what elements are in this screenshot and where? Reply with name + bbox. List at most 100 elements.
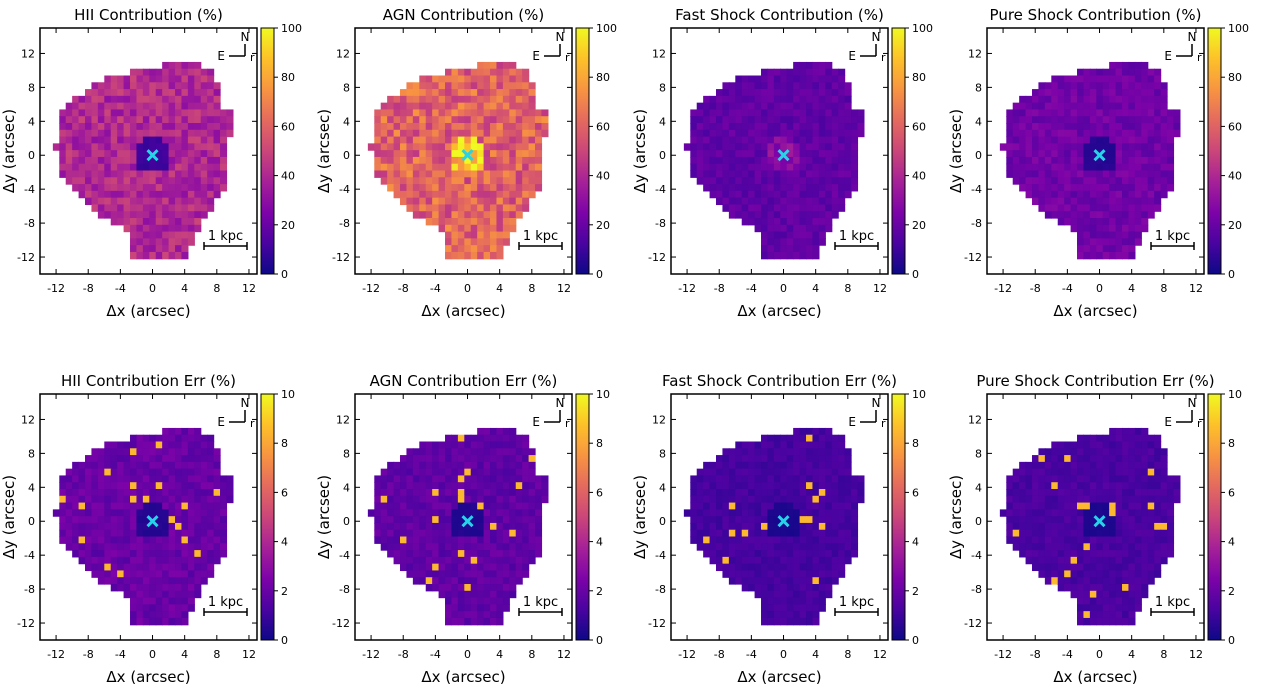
heatmap-cell [451, 584, 459, 592]
heatmap-cell [773, 468, 781, 477]
heatmap-cell [97, 570, 105, 578]
heatmap-cell [1089, 156, 1097, 165]
heatmap-cell [104, 170, 112, 178]
heatmap-pixels [999, 61, 1181, 260]
heatmap-cell [1070, 75, 1078, 83]
heatmap-cell [1102, 543, 1110, 551]
heatmap-cell [406, 163, 414, 172]
heatmap-cell [1038, 543, 1046, 551]
heatmap-cell [496, 529, 504, 538]
heatmap-cell [136, 245, 144, 253]
heatmap-cell [1077, 543, 1085, 551]
heatmap-cell [181, 577, 189, 585]
heatmap-cell [825, 211, 833, 219]
heatmap-cell [1044, 448, 1052, 456]
heatmap-cell [773, 556, 781, 565]
heatmap-cell [483, 529, 491, 538]
heatmap-cell [1096, 177, 1104, 185]
heatmap-cell [97, 150, 105, 158]
heatmap-cell [72, 475, 80, 483]
heatmap-cell [767, 190, 775, 199]
heatmap-cell [1025, 143, 1033, 151]
heatmap-cell [851, 150, 859, 158]
heatmap-cell [528, 550, 536, 558]
heatmap-cell [207, 123, 215, 131]
heatmap-cell [1160, 482, 1168, 490]
heatmap-cell [851, 156, 859, 165]
heatmap-cell [207, 156, 215, 165]
heatmap-cell [1109, 129, 1117, 138]
heatmap-cell [509, 529, 517, 538]
heatmap-cell [181, 468, 189, 477]
heatmap-cell [502, 211, 510, 219]
heatmap-cell [838, 102, 846, 111]
heatmap-cell [844, 475, 852, 483]
heatmap-cell [1167, 475, 1175, 483]
x-axis-label: Δx (arcsec) [737, 668, 821, 686]
heatmap-cell [522, 184, 530, 192]
heatmap-cell [1032, 136, 1040, 144]
heatmap-cell [522, 489, 530, 497]
heatmap-cell [1102, 184, 1110, 192]
heatmap-cell [722, 516, 730, 524]
heatmap-cell [1128, 251, 1136, 260]
heatmap-cell [528, 495, 536, 504]
heatmap-cell [117, 116, 125, 124]
heatmap-cell [85, 102, 93, 111]
heatmap-cell [786, 245, 794, 253]
heatmap-cell [432, 95, 440, 104]
heatmap-cell [1102, 68, 1110, 77]
heatmap-cell [851, 170, 859, 178]
heatmap-cell [406, 136, 414, 144]
heatmap-cell [194, 136, 202, 144]
heatmap-cell [432, 156, 440, 165]
heatmap-cell [97, 550, 105, 558]
heatmap-cell [754, 89, 762, 97]
heatmap-cell [85, 150, 93, 158]
heatmap-cell [477, 441, 485, 449]
heatmap-cell [1077, 536, 1085, 544]
heatmap-cell [1128, 231, 1136, 239]
heatmap-cell [831, 509, 839, 517]
heatmap-cell [470, 68, 478, 77]
heatmap-cell [799, 184, 807, 192]
heatmap-cell [425, 150, 433, 158]
heatmap-cell [464, 489, 472, 497]
heatmap-cell [142, 455, 150, 463]
heatmap-cell [1038, 461, 1046, 470]
heatmap-cell [181, 536, 189, 544]
heatmap-cell [200, 529, 208, 538]
heatmap-cell [1089, 177, 1097, 185]
y-axis-label: Δy (arcsec) [315, 109, 333, 193]
heatmap-cell [696, 509, 704, 517]
scale-bar-label: 1 kpc [208, 229, 243, 244]
heatmap-cell [168, 448, 176, 456]
heatmap-cell [496, 611, 504, 619]
heatmap-cell [786, 482, 794, 490]
heatmap-cell [728, 455, 736, 463]
heatmap-cell [438, 136, 446, 144]
heatmap-cell [1070, 190, 1078, 199]
heatmap-cell [490, 427, 498, 436]
heatmap-cell [123, 455, 131, 463]
heatmap-cell [470, 102, 478, 111]
heatmap-cell [406, 543, 414, 551]
heatmap-cell [117, 89, 125, 97]
heatmap-cell [703, 129, 711, 138]
heatmap-cell [831, 563, 839, 572]
heatmap-cell [838, 129, 846, 138]
heatmap-cell [1012, 509, 1020, 517]
heatmap-cell [168, 489, 176, 497]
colorbar-tick-label: 6 [596, 486, 603, 499]
heatmap-cell [1102, 211, 1110, 219]
heatmap-cell [187, 190, 195, 199]
heatmap-cell [445, 156, 453, 165]
heatmap-cell [1154, 475, 1162, 483]
heatmap-cell [155, 550, 163, 558]
heatmap-cell [1147, 509, 1155, 517]
heatmap-cell [72, 550, 80, 558]
heatmap-cell [419, 455, 427, 463]
heatmap-cell [528, 489, 536, 497]
heatmap-cell [773, 251, 781, 260]
heatmap-cell [728, 204, 736, 212]
